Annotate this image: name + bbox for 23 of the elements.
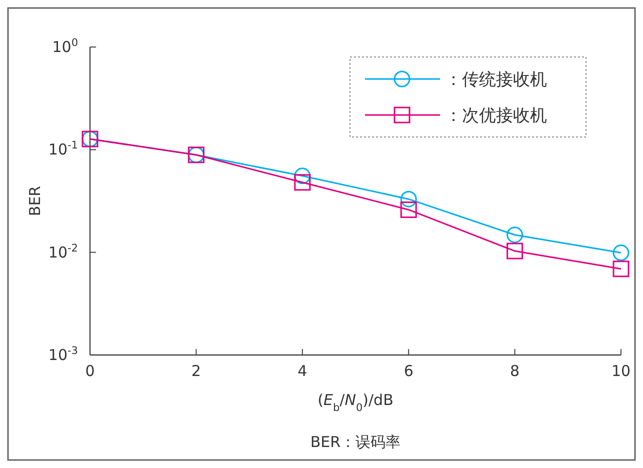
point [294,168,311,184]
point [612,244,630,262]
legend-label: ：次优接收机 [445,106,547,126]
x-tick-label: 6 [404,362,414,380]
y-tick-label: 10$^{-3}$ [48,345,78,364]
y-tick-label: 10$^{-1}$ [48,140,78,159]
x-tick-label: 8 [510,362,520,380]
x-tick-label: 0 [85,362,95,380]
point [400,201,417,218]
legend-label: ：传统接收机 [445,70,547,90]
text: BER：误码率 [310,433,401,451]
point [506,242,524,260]
x-axis-title: (E$_{b}$/N$_{0}$)/dB [318,391,394,414]
point [400,190,417,208]
y-tick-label: 10$^{-2}$ [48,242,78,262]
x-tick-label: 4 [298,362,308,380]
point [506,226,524,244]
x-tick-label: 2 [191,362,201,380]
y-axis-title: BER [26,186,44,216]
y-tick-label: 10$^{0}$ [52,37,78,56]
point [612,260,630,278]
x-tick-label: 10 [611,362,631,380]
point [294,174,311,191]
